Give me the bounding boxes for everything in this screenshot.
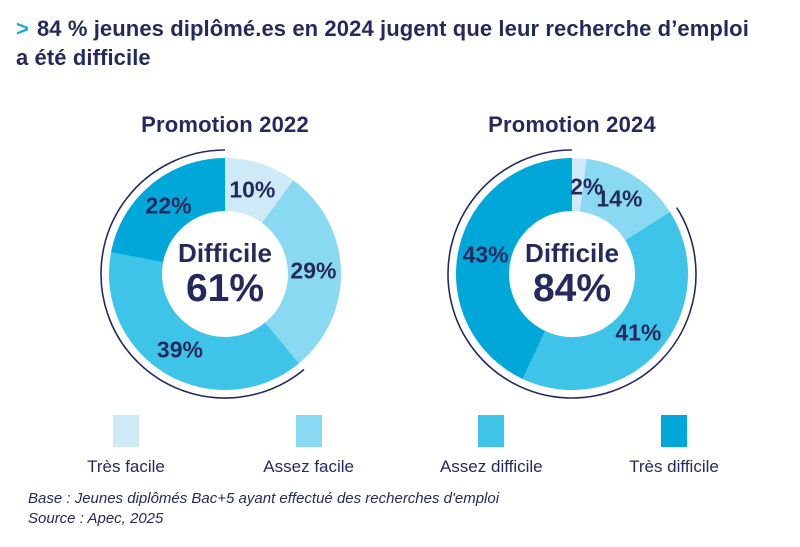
legend-item-tres-facile: Très facile: [40, 415, 212, 476]
donut-center-2024: Difficile 84%: [525, 239, 619, 309]
donut-chart-promotion-2024: Promotion 2024 Difficile 84% 2% 14% 41% 43%: [442, 112, 702, 404]
donut-segment-assez-difficile: [522, 211, 688, 390]
donut-2024: Difficile 84% 2% 14% 41% 43%: [442, 144, 702, 404]
donut-2022: Difficile 61% 10% 29% 39% 22%: [95, 144, 355, 404]
donut-segment-assez-difficile: [108, 252, 299, 390]
legend-label: Très facile: [87, 457, 165, 476]
donut-segment-assez-facile: [579, 158, 670, 241]
center-value: 84%: [532, 267, 612, 310]
page-title: >84 % jeunes diplômé.es en 2024 jugent q…: [16, 14, 778, 72]
donut-segment-tres-facile: [572, 158, 587, 212]
segment-value-label: 39%: [156, 336, 203, 363]
segment-value-label: 29%: [290, 257, 337, 284]
legend-label: Assez facile: [263, 457, 354, 476]
title-marker-chevron: >: [16, 16, 29, 41]
donut-segment-tres-facile: [225, 158, 294, 224]
center-label: Difficile: [525, 238, 619, 268]
segment-value-label: 22%: [145, 192, 192, 219]
difficile-highlight-arc: [447, 149, 697, 399]
difficile-highlight-arc: [100, 149, 305, 399]
donut-segment-tres-difficile: [111, 158, 225, 263]
donut-svg-2022: [100, 149, 341, 399]
chart-title-2022: Promotion 2022: [141, 112, 309, 137]
legend-swatch-tres-difficile: [660, 415, 687, 447]
segment-value-label: 43%: [462, 241, 509, 268]
legend-label: Très difficile: [629, 457, 719, 476]
footer-notes: Base : Jeunes diplômés Bac+5 ayant effec…: [28, 489, 499, 529]
footer-source: Source : Apec, 2025: [28, 510, 164, 527]
title-line2: a été difficile: [16, 45, 151, 70]
segment-value-label: 41%: [615, 319, 662, 346]
legend: Très facile Assez facile Assez difficile…: [40, 415, 760, 476]
chart-title-2024: Promotion 2024: [488, 112, 656, 137]
title-line1: 84 % jeunes diplômé.es en 2024 jugent qu…: [36, 16, 749, 41]
segment-value-label: 2%: [570, 173, 604, 200]
footer-base: Base : Jeunes diplômés Bac+5 ayant effec…: [28, 490, 500, 507]
center-value: 61%: [185, 267, 265, 310]
legend-item-tres-difficile: Très difficile: [588, 415, 760, 476]
legend-item-assez-facile: Assez facile: [223, 415, 395, 476]
donut-segment-tres-difficile: [456, 158, 572, 379]
center-label: Difficile: [178, 238, 272, 268]
segment-value-label: 14%: [596, 185, 643, 212]
segment-value-label: 10%: [229, 176, 276, 203]
donut-chart-promotion-2022: Promotion 2022 Difficile 61% 10% 29% 39% 22…: [95, 112, 355, 404]
legend-swatch-tres-facile: [113, 415, 139, 447]
legend-swatch-assez-facile: [295, 415, 322, 447]
legend-item-assez-difficile: Assez difficile: [405, 415, 577, 476]
legend-swatch-assez-difficile: [478, 415, 505, 447]
legend-label: Assez difficile: [439, 457, 543, 476]
donut-center-2022: Difficile 61%: [178, 239, 272, 309]
donut-segment-assez-facile: [262, 180, 341, 364]
donut-svg-2024: [447, 149, 697, 399]
